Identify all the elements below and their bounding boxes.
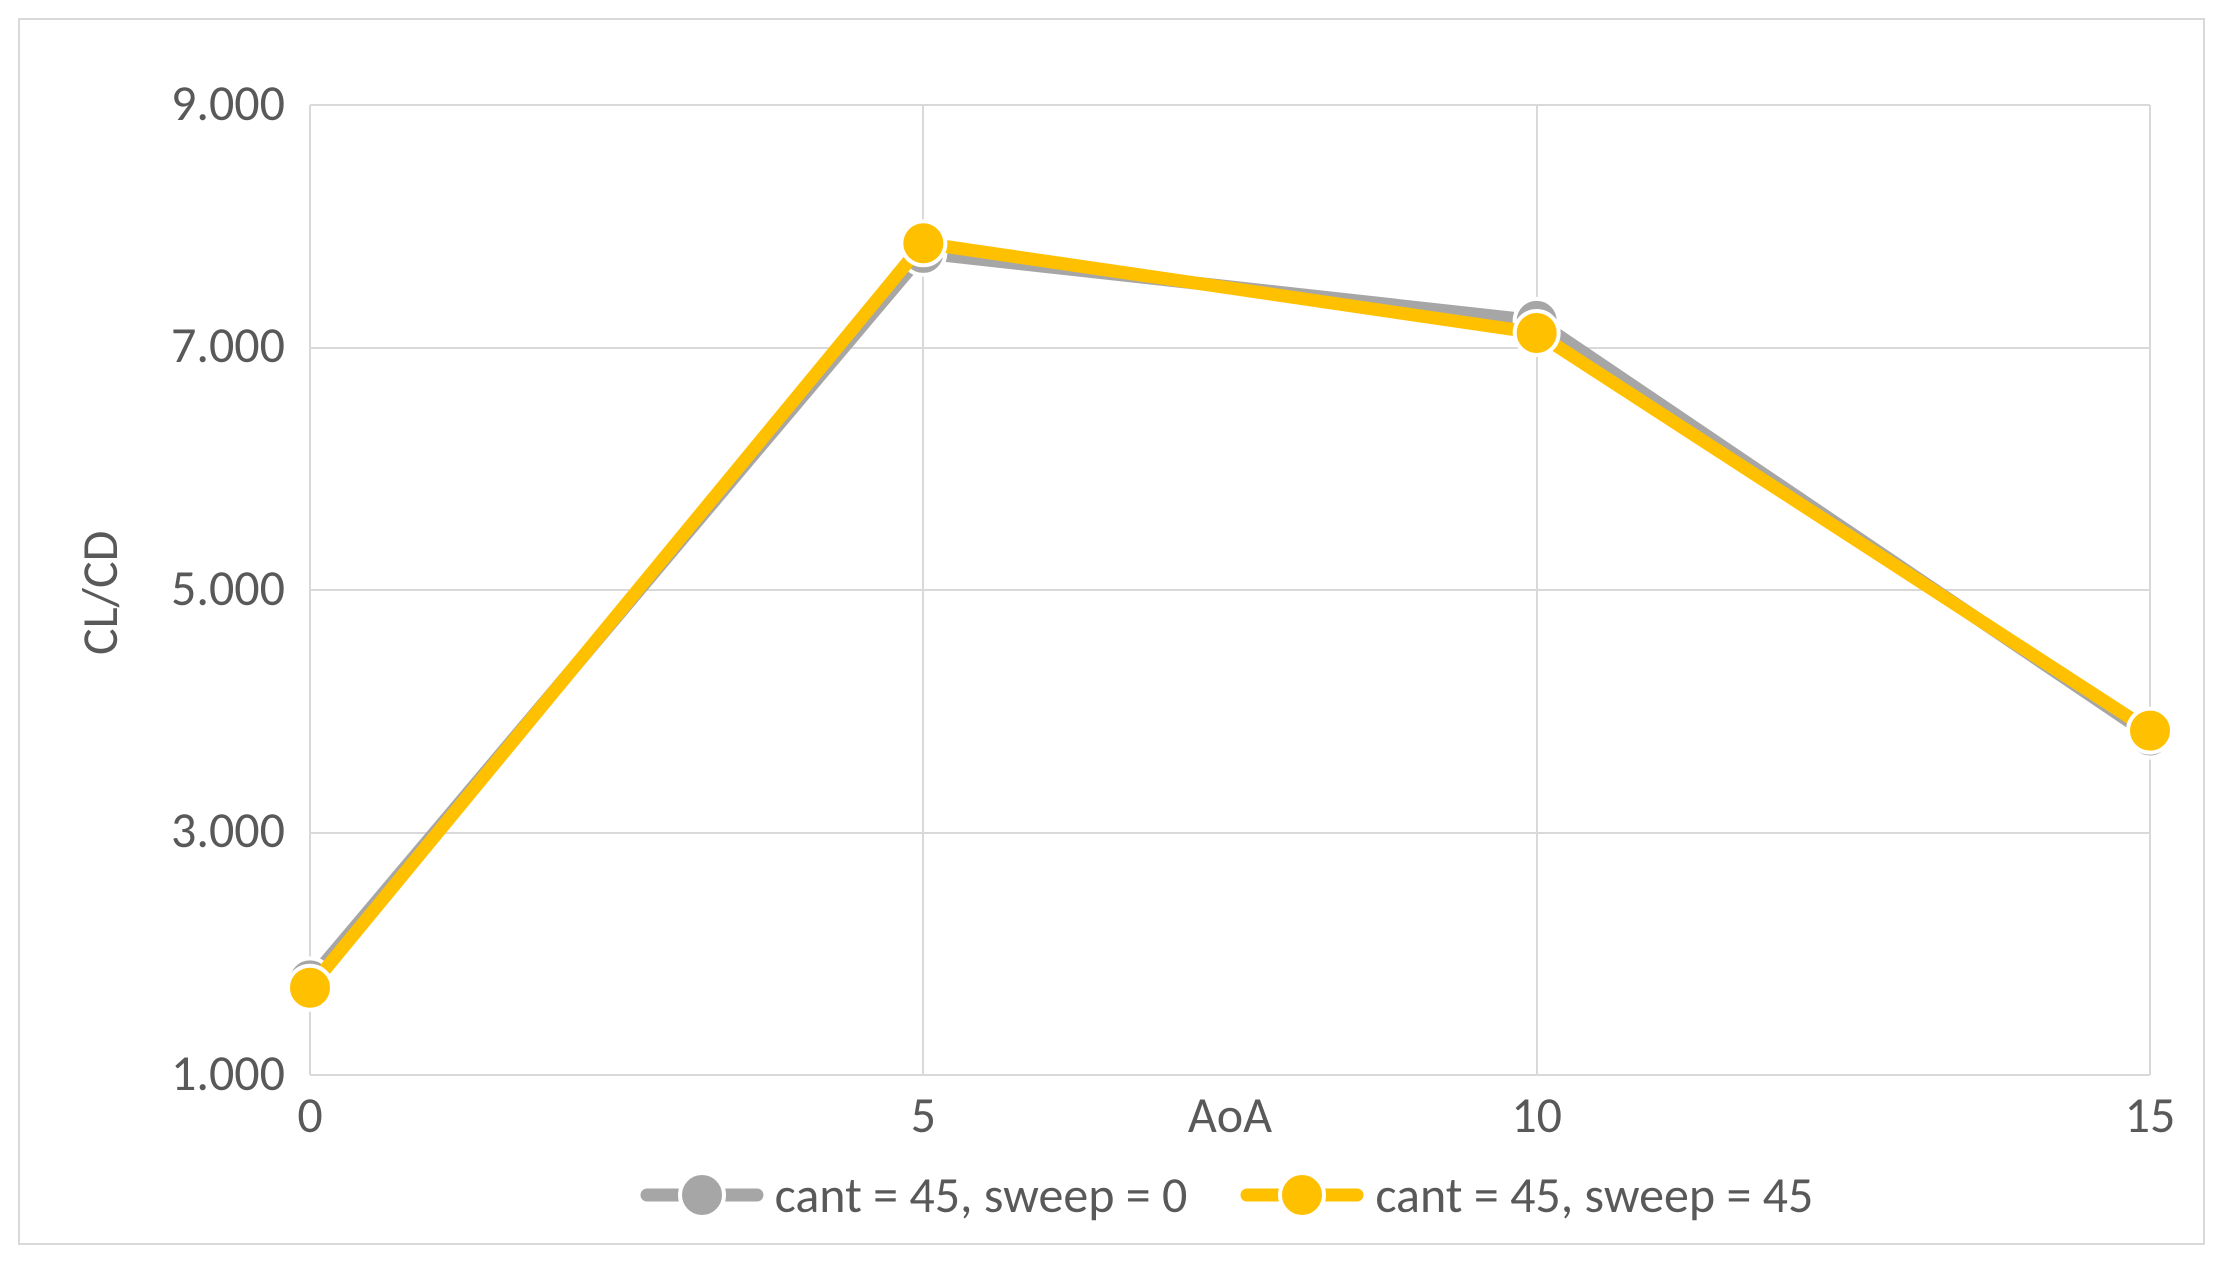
series-line: [310, 243, 2150, 987]
series-line: [310, 253, 2150, 981]
series-marker: [288, 966, 332, 1010]
legend-swatch: [647, 1169, 757, 1221]
legend-swatch: [1247, 1169, 1357, 1221]
chart-svg: [0, 0, 2223, 1263]
series-marker: [1515, 311, 1559, 355]
legend-label: cant = 45, sweep = 0: [775, 1165, 1188, 1226]
series-marker: [901, 221, 945, 265]
legend-item: cant = 45, sweep = 0: [647, 1165, 1188, 1226]
series-marker: [2128, 709, 2172, 753]
legend-item: cant = 45, sweep = 45: [1247, 1165, 1813, 1226]
legend: cant = 45, sweep = 0 cant = 45, sweep = 4…: [310, 1155, 2150, 1235]
legend-label: cant = 45, sweep = 45: [1375, 1165, 1813, 1226]
